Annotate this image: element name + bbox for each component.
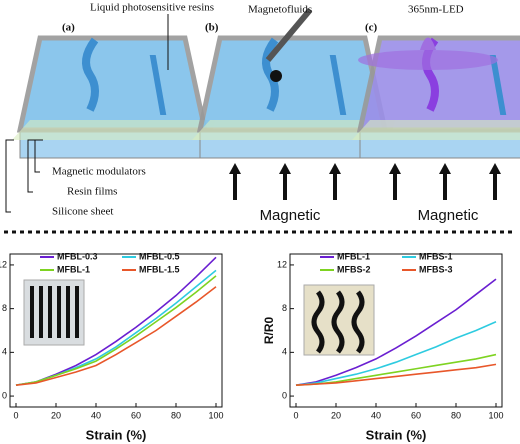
annotation: Magnetic xyxy=(418,207,479,224)
data-line xyxy=(15,286,217,386)
leader xyxy=(5,139,14,213)
y-tick-label: 0 xyxy=(2,390,7,400)
y-tick-label: 12 xyxy=(0,259,7,269)
x-tick-label: 100 xyxy=(488,410,503,420)
plot-frame xyxy=(9,253,223,408)
data-line xyxy=(295,278,497,386)
y-tick-label: 8 xyxy=(2,303,7,313)
x-tick-label: 40 xyxy=(91,410,101,420)
field-arrow-head xyxy=(389,163,401,174)
modulator xyxy=(149,55,167,115)
inset-spring xyxy=(331,290,345,354)
inset-strip xyxy=(75,286,79,338)
inset-spring xyxy=(351,290,365,354)
inset-strip xyxy=(39,286,43,338)
y-axis-label: R/R0 xyxy=(262,317,276,345)
annotation: Silicone sheet xyxy=(52,206,113,218)
y-tick-label: 0 xyxy=(282,390,287,400)
x-tick-label: 80 xyxy=(451,410,461,420)
field-arrow-head xyxy=(439,163,451,174)
inset-spring xyxy=(311,290,325,354)
led-light xyxy=(358,50,498,70)
syringe xyxy=(265,8,313,62)
data-line xyxy=(15,275,217,386)
field-arrow-head xyxy=(229,163,241,174)
x-tick-label: 80 xyxy=(171,410,181,420)
annotation: Resin films xyxy=(67,186,117,198)
x-tick-label: 60 xyxy=(411,410,421,420)
inset-strip xyxy=(66,286,70,338)
plot-frame xyxy=(289,253,503,408)
annotation: Liquid photosensitive resins xyxy=(90,2,214,14)
field-arrow-head xyxy=(329,163,341,174)
modulator xyxy=(489,55,507,115)
process-diagram xyxy=(5,8,520,213)
legend-label: MFBS-2 xyxy=(337,264,371,274)
tray-top xyxy=(196,35,389,133)
x-tick-label: 20 xyxy=(331,410,341,420)
legend-label: MFBL-1 xyxy=(57,264,90,274)
data-line xyxy=(295,363,497,386)
y-tick-label: 12 xyxy=(277,259,287,269)
annotation: Magnetic xyxy=(260,207,321,224)
panel-label: (c) xyxy=(365,22,378,34)
inset-strip xyxy=(48,286,52,338)
legend-label: MFBL-1.5 xyxy=(139,264,180,274)
panel-label: (a) xyxy=(62,22,75,34)
field-arrow-head xyxy=(279,163,291,174)
x-tick-label: 40 xyxy=(371,410,381,420)
legend-label: MFBL-1 xyxy=(337,251,370,261)
x-tick-label: 0 xyxy=(293,410,298,420)
tray-top xyxy=(16,35,209,133)
x-axis-label: Strain (%) xyxy=(366,427,427,442)
y-tick-label: 8 xyxy=(282,303,287,313)
data-line xyxy=(295,321,497,386)
modulator xyxy=(329,55,347,115)
x-axis-label: Strain (%) xyxy=(86,427,147,442)
led xyxy=(420,37,436,50)
panel-label: (b) xyxy=(205,22,219,34)
annotation: Magnetic modulators xyxy=(52,166,146,178)
x-tick-label: 20 xyxy=(51,410,61,420)
y-tick-label: 4 xyxy=(282,347,287,357)
modulator xyxy=(82,37,99,112)
x-tick-label: 0 xyxy=(13,410,18,420)
legend-label: MFBL-0.5 xyxy=(139,251,180,261)
inset-strip xyxy=(30,286,34,338)
y-tick-label: 4 xyxy=(2,347,7,357)
x-tick-label: 60 xyxy=(131,410,141,420)
field-arrow-head xyxy=(489,163,501,174)
legend-label: MFBS-1 xyxy=(419,251,453,261)
leader xyxy=(27,139,36,193)
resin-sheet xyxy=(12,120,215,140)
legend-label: MFBS-3 xyxy=(419,264,453,274)
x-tick-label: 100 xyxy=(208,410,223,420)
modulator xyxy=(262,37,279,112)
resin-sheet xyxy=(352,120,520,140)
resin-sheet xyxy=(192,120,395,140)
annotation: 365nm-LED xyxy=(408,4,464,16)
inset-strip xyxy=(57,286,61,338)
leader xyxy=(34,139,43,173)
legend-label: MFBL-0.3 xyxy=(57,251,98,261)
droplet xyxy=(270,70,282,82)
annotation: Magnetofluids xyxy=(248,4,312,16)
